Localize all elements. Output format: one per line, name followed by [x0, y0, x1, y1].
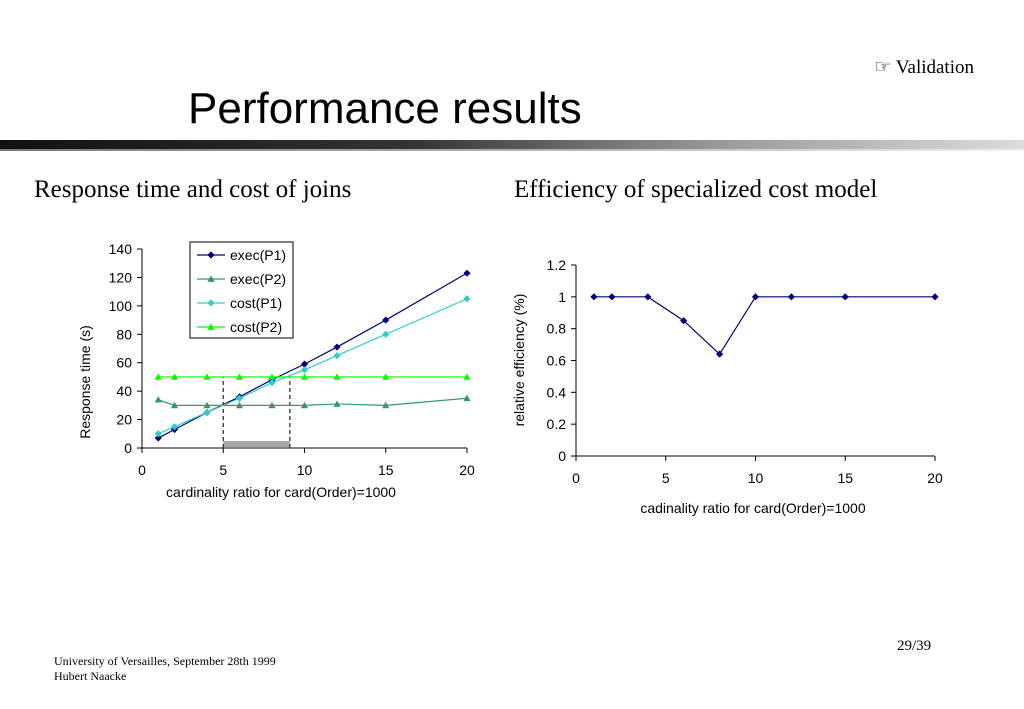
left-data-point: [300, 360, 309, 368]
right-series-line-0: [593, 296, 935, 356]
page-title: Performance results: [188, 84, 582, 133]
right-y-tick-label: 0.8: [547, 321, 567, 337]
right-y-axis-label: relative efficiency (%): [511, 294, 527, 427]
left-data-point: [170, 373, 179, 380]
title-divider-shadow: [0, 149, 1024, 151]
left-data-point: [170, 401, 179, 409]
left-x-tick-label: 15: [378, 462, 394, 478]
legend-entry-label: exec(P1): [230, 247, 286, 263]
legend-swatch-marker: [207, 323, 215, 330]
left-data-point: [382, 316, 390, 324]
right-data-point: [608, 293, 616, 301]
pointing-hand-icon: ☞: [874, 57, 892, 78]
left-y-tick-label: 40: [116, 383, 132, 399]
right-y-tick-label: 1: [558, 289, 566, 305]
left-data-point: [268, 379, 276, 387]
left-data-point: [235, 373, 244, 380]
legend-entry-label: cost(P2): [230, 319, 282, 335]
left-data-point: [300, 401, 309, 409]
right-y-tick-label: 1.2: [547, 257, 567, 273]
left-chart-heading: Response time and cost of joins: [34, 176, 352, 203]
left-y-axis-label: Response time (s): [77, 325, 93, 439]
right-x-tick-label: 20: [927, 470, 943, 486]
left-y-tick-label: 20: [116, 412, 132, 428]
left-data-point: [463, 269, 471, 277]
left-data-point: [154, 430, 162, 438]
right-y-tick-label: 0.6: [547, 353, 567, 369]
left-data-point: [382, 401, 390, 409]
footer-author: Hubert Naacke: [54, 669, 127, 683]
left-data-point: [268, 373, 276, 380]
left-data-point: [235, 401, 244, 409]
left-data-point: [154, 396, 162, 403]
legend-swatch-marker: [207, 299, 215, 307]
left-y-tick-label: 100: [109, 298, 133, 314]
right-y-tick-label: 0.2: [547, 416, 567, 432]
right-x-tick-label: 0: [572, 470, 580, 486]
right-chart-heading: Efficiency of specialized cost model: [514, 176, 878, 203]
left-series-line-1: [158, 397, 468, 406]
left-data-point: [333, 343, 341, 351]
right-data-point: [751, 293, 760, 301]
right-data-point: [716, 350, 724, 358]
efficiency-chart: 0 0.2 0.4 0.6 0.8 1 1.2 0 5 10 15 20 relative effic…: [511, 257, 943, 516]
legend-entry-label: exec(P2): [230, 271, 286, 287]
right-x-tick-label: 5: [662, 470, 670, 486]
left-x-tick-label: 20: [459, 462, 475, 478]
left-y-tick-label: 120: [109, 269, 133, 285]
left-y-tick-label: 60: [116, 355, 132, 371]
left-shaded-interval: [223, 441, 290, 447]
left-legend: exec(P1) exec(P2) cost(P1) cost(P2): [189, 241, 294, 339]
right-data-point: [787, 293, 795, 301]
page-number: 29/39: [897, 638, 932, 654]
left-x-tick-label: 10: [297, 462, 313, 478]
left-x-tick-label: 0: [138, 462, 146, 478]
right-x-axis-label: cadinality ratio for card(Order)=1000: [640, 500, 865, 516]
left-data-point: [382, 373, 390, 380]
left-data-point: [203, 408, 211, 417]
right-y-tick-label: 0.4: [547, 384, 567, 400]
left-data-point: [154, 434, 162, 442]
section-tag-label: Validation: [895, 57, 974, 78]
left-data-point: [235, 394, 244, 402]
legend-swatch-marker: [207, 275, 215, 282]
left-y-tick-label: 140: [109, 241, 133, 257]
legend-swatch-marker: [207, 251, 215, 259]
section-tag: ☞ Validation: [874, 56, 974, 79]
left-data-point: [268, 401, 276, 409]
right-x-tick-label: 15: [837, 470, 853, 486]
left-data-point: [463, 295, 471, 303]
left-data-point: [154, 373, 162, 380]
right-data-point: [590, 293, 598, 301]
left-data-point: [203, 373, 211, 380]
right-data-point: [931, 293, 939, 301]
left-legend-box: [189, 241, 294, 339]
left-x-axis-label: cardinality ratio for card(Order)=1000: [166, 484, 396, 500]
title-divider: [0, 140, 1024, 149]
left-data-point: [300, 373, 309, 380]
left-data-point: [463, 373, 471, 380]
right-data-point: [644, 293, 652, 301]
left-data-point: [333, 400, 341, 407]
left-y-tick-label: 80: [116, 326, 132, 342]
left-data-point: [300, 366, 309, 374]
left-data-point: [333, 352, 341, 360]
left-data-point: [463, 394, 471, 402]
footer: University of Versailles, September 28th…: [54, 654, 276, 684]
footer-institution: University of Versailles, September 28th…: [54, 654, 276, 668]
left-x-tick-label: 5: [219, 462, 227, 478]
left-y-tick-label: 0: [124, 440, 132, 456]
legend-entry-label: cost(P1): [230, 295, 282, 311]
left-data-point: [203, 401, 211, 409]
right-data-point: [841, 293, 849, 301]
left-data-point: [382, 330, 390, 338]
right-y-tick-label: 0: [558, 448, 566, 464]
left-data-point: [333, 373, 341, 380]
right-x-tick-label: 10: [748, 470, 764, 486]
